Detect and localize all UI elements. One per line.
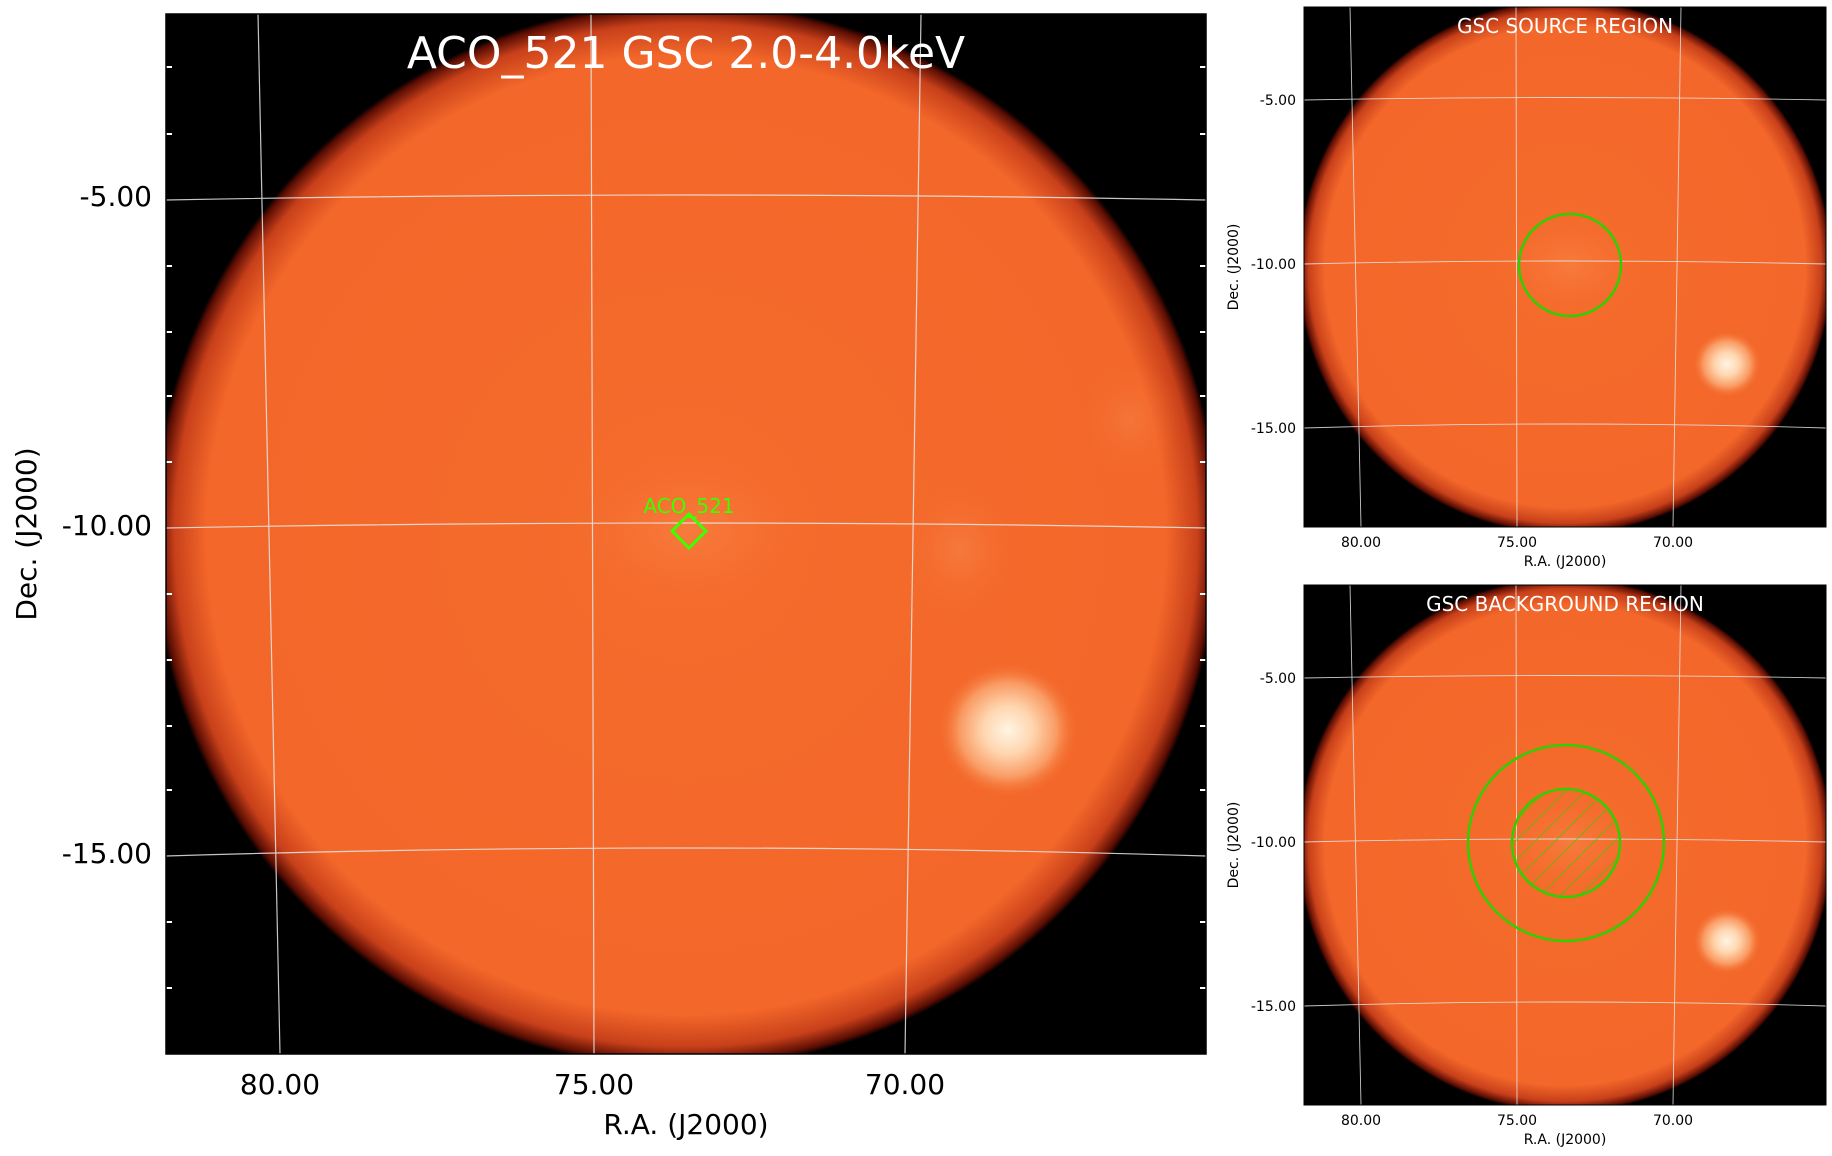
background-annulus-outer <box>1466 743 1666 943</box>
main-ytick-3: -15.00 <box>62 837 152 870</box>
main-ytick-1: -5.00 <box>80 180 152 213</box>
background-ytick-1: -5.00 <box>1260 671 1296 687</box>
source-xlabel: R.A. (J2000) <box>1524 554 1607 570</box>
background-ytick-2: -10.00 <box>1251 835 1296 851</box>
background-xlabel: R.A. (J2000) <box>1524 1132 1607 1148</box>
main-xlabel: R.A. (J2000) <box>603 1108 768 1141</box>
source-cluster-emission <box>1490 210 1650 320</box>
background-title: GSC BACKGROUND REGION <box>1426 592 1704 616</box>
background-xtick-1: 80.00 <box>1341 1113 1381 1129</box>
main-bright-source <box>938 662 1078 798</box>
source-grid <box>1304 7 1826 527</box>
background-xtick-2: 75.00 <box>1497 1113 1537 1129</box>
source-xtick-1: 80.00 <box>1341 535 1381 551</box>
main-cluster-emission <box>550 440 830 620</box>
source-frame-border <box>1303 6 1827 528</box>
main-frame-ticks <box>166 66 1206 989</box>
source-ytick-3: -15.00 <box>1251 421 1296 437</box>
source-region-circle <box>1517 212 1623 318</box>
main-faint-blob <box>900 480 1020 620</box>
main-ytick-2: -10.00 <box>62 509 152 542</box>
main-xtick-1: 80.00 <box>240 1068 320 1101</box>
background-ylabel: Dec. (J2000) <box>1226 802 1242 889</box>
main-panel: ACO_521 ACO_521 GSC 2.0-4.0keV 80.00 75.… <box>10 13 1207 1141</box>
main-faint-blob-2 <box>1080 360 1180 480</box>
main-xtick-2: 75.00 <box>554 1068 634 1101</box>
main-xtick-3: 70.00 <box>865 1068 945 1101</box>
source-panel: GSC SOURCE REGION 80.00 75.00 70.00 -5.0… <box>1226 6 1827 570</box>
main-ylabel: Dec. (J2000) <box>10 447 43 620</box>
source-xtick-2: 75.00 <box>1497 535 1537 551</box>
background-excluded-inner <box>1510 787 1622 899</box>
main-grid <box>166 14 1206 1054</box>
background-xtick-3: 70.00 <box>1653 1113 1693 1129</box>
source-bright-source <box>1693 331 1761 397</box>
source-ylabel: Dec. (J2000) <box>1226 224 1242 311</box>
background-panel: GSC BACKGROUND REGION 80.00 75.00 70.00 … <box>1226 584 1827 1148</box>
source-xtick-3: 70.00 <box>1653 535 1693 551</box>
background-ytick-3: -15.00 <box>1251 999 1296 1015</box>
background-bright-source <box>1693 908 1761 974</box>
target-label: ACO_521 <box>643 494 734 518</box>
main-frame-border <box>165 13 1207 1055</box>
source-title: GSC SOURCE REGION <box>1457 14 1673 38</box>
source-ytick-1: -5.00 <box>1260 93 1296 109</box>
background-frame-border <box>1303 584 1827 1106</box>
target-diamond-marker <box>669 511 709 551</box>
source-ytick-2: -10.00 <box>1251 257 1296 273</box>
main-title: ACO_521 GSC 2.0-4.0keV <box>407 28 965 79</box>
